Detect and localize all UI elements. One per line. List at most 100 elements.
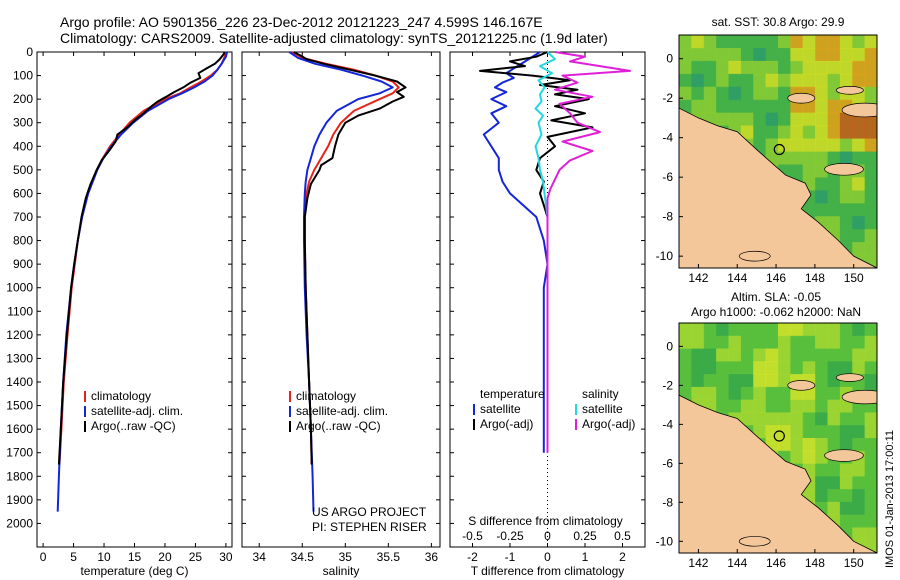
x-tick-label: 35.5: [377, 550, 401, 564]
sea-cell: [839, 190, 853, 204]
sea-cell: [728, 323, 742, 337]
sea-cell: [827, 335, 841, 350]
sea-cell: [740, 374, 754, 388]
y-tick-label: 2000: [6, 516, 33, 530]
sea-cell: [815, 47, 828, 62]
sea-cell: [716, 361, 729, 375]
sea-cell: [679, 47, 692, 62]
x-axis-label: T difference from climatology: [471, 564, 625, 578]
sea-cell: [691, 348, 705, 362]
sea-cell: [728, 60, 742, 75]
sea-cell: [765, 86, 779, 101]
sea-cell: [802, 125, 816, 140]
sea-cell: [802, 425, 816, 439]
map-x-tick-label: 146: [766, 556, 786, 570]
sea-cell: [753, 361, 767, 375]
sea-cell: [852, 348, 866, 362]
sea-cell: [815, 374, 828, 388]
legend-title-temperature: temperature: [480, 387, 545, 401]
land-island: [835, 85, 864, 95]
sea-cell: [852, 527, 866, 541]
sea-cell: [740, 361, 754, 375]
sea-cell: [864, 514, 877, 528]
sea-cell: [852, 203, 866, 217]
sea-cell: [679, 86, 692, 101]
sea-cell: [802, 138, 816, 152]
x-tick-label: 25: [189, 550, 203, 564]
y-tick-label: 600: [13, 186, 33, 200]
sea-cell: [728, 73, 742, 88]
sea-cell: [716, 348, 729, 362]
map-x-tick-label: 150: [844, 556, 864, 570]
sea-cell: [716, 374, 729, 388]
sea-cell: [716, 86, 729, 101]
sea-cell: [827, 323, 841, 337]
sea-cell: [839, 125, 853, 140]
sea-cell: [740, 323, 754, 337]
sea-cell: [716, 99, 729, 114]
x-tick-label: 2: [619, 550, 626, 564]
sea-cell: [778, 99, 791, 114]
sea-cell: [703, 86, 717, 101]
sea-cell: [716, 112, 729, 127]
sea-cell: [864, 348, 877, 362]
sea-cell: [740, 73, 754, 88]
map-content: [679, 35, 877, 268]
legend-label: Argo(..raw -QC): [296, 419, 381, 433]
sea-cell: [790, 399, 804, 413]
title-line-2: Climatology: CARS2009. Satellite-adjuste…: [60, 30, 608, 46]
sea-cell: [790, 164, 804, 178]
sea-cell: [852, 242, 866, 256]
sea-cell: [864, 138, 877, 152]
sea-cell: [852, 47, 866, 62]
y-tick-label: 1000: [6, 281, 33, 295]
sea-cell: [852, 60, 866, 75]
sea-cell: [864, 47, 877, 62]
sea-cell: [728, 374, 742, 388]
sea-cell: [728, 112, 742, 127]
sea-cell: [839, 177, 853, 191]
sea-cell: [679, 335, 692, 350]
sea-cell: [827, 425, 841, 439]
sea-cell: [827, 412, 841, 426]
sea-cell: [827, 60, 841, 75]
x-tick-label: 30: [219, 550, 233, 564]
sea-cell: [864, 229, 877, 243]
sea-cell: [815, 438, 828, 452]
sea-cell: [703, 361, 717, 375]
x-tick-label: 20: [158, 550, 172, 564]
sea-cell: [691, 361, 705, 375]
sea-cell: [778, 125, 791, 140]
panel-salinity: 34 34.5 35 35.5 36 salinity climatologysatelli…: [241, 51, 441, 578]
sea-cell: [815, 151, 828, 165]
sea-cell: [815, 99, 828, 114]
y-tick-label: 1100: [7, 304, 33, 318]
sea-cell: [839, 60, 853, 75]
sea-cell: [815, 323, 828, 337]
sea-cell: [815, 361, 828, 375]
sea-cell: [679, 60, 692, 75]
sea-cell: [815, 73, 828, 88]
sea-cell: [815, 35, 828, 49]
sea-cell: [839, 335, 853, 350]
sea-cell: [753, 374, 767, 388]
map-y-tick-label: 0: [666, 339, 673, 353]
sea-cell: [864, 361, 877, 375]
sea-cell: [765, 125, 779, 140]
sea-cell: [815, 190, 828, 204]
sea-cell: [765, 138, 779, 152]
s-tick-label: 0: [544, 529, 551, 543]
legend-title-salinity: salinity: [582, 387, 619, 401]
sea-cell: [790, 151, 804, 165]
sea-cell: [753, 99, 767, 114]
map-sla-map: 142 144 146 148 150 0 -2 -4 -6 -8 -10: [656, 322, 878, 570]
title-line-1: Argo profile: AO 5901356_226 23-Dec-2012…: [60, 14, 543, 30]
sea-cell: [815, 386, 828, 401]
sea-cell: [852, 151, 866, 165]
legend-label: Argo(-adj): [480, 417, 533, 431]
legend-label: Argo(..raw -QC): [91, 419, 176, 433]
x-tick-label: 35: [339, 550, 353, 564]
x-tick-label: 34.5: [291, 550, 315, 564]
sea-cell: [679, 348, 692, 362]
land-new-guinea: [679, 107, 877, 268]
